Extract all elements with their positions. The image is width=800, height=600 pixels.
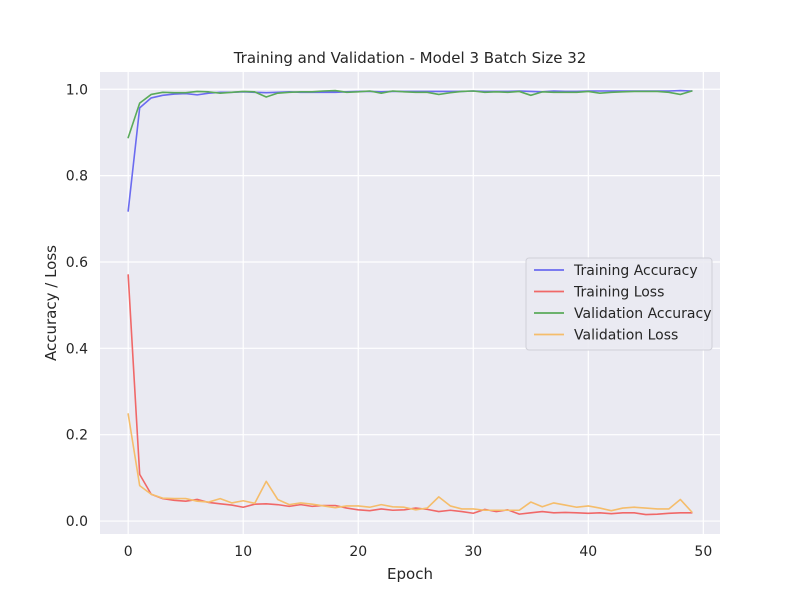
y-tick-label: 0.4 <box>66 341 88 357</box>
x-tick-label: 20 <box>349 544 367 560</box>
y-tick-label: 0.6 <box>66 255 88 271</box>
series-line-validation-loss <box>127 413 693 513</box>
legend-entry: Training Accuracy <box>573 263 698 279</box>
x-tick-label: 30 <box>464 544 482 560</box>
x-tick-label: 40 <box>579 544 597 560</box>
legend-box <box>525 257 713 351</box>
x-tick-label: 10 <box>234 544 252 560</box>
y-axis-label: Accuracy / Loss <box>42 245 60 361</box>
y-tick-label: 0.0 <box>66 514 88 530</box>
tick-labels: 0 10 20 30 40 50 0.0 0.2 0.4 0.6 0.8 1.0 <box>66 82 713 560</box>
x-tick-label: 0 <box>124 544 133 560</box>
legend: Training Accuracy Training Loss Validation… <box>525 257 713 351</box>
x-tick-label: 50 <box>694 544 712 560</box>
grid <box>100 72 720 534</box>
legend-entry: Validation Accuracy <box>574 306 712 322</box>
series-line-validation-accuracy <box>127 89 693 139</box>
x-axis-label: Epoch <box>387 565 433 583</box>
series-lines <box>127 89 693 516</box>
legend-entry: Training Loss <box>573 285 664 301</box>
y-tick-label: 0.8 <box>66 169 88 185</box>
y-tick-label: 1.0 <box>66 82 88 98</box>
legend-entry: Validation Loss <box>574 328 678 344</box>
chart-title: Training and Validation - Model 3 Batch … <box>233 49 587 67</box>
y-tick-label: 0.2 <box>66 428 88 444</box>
